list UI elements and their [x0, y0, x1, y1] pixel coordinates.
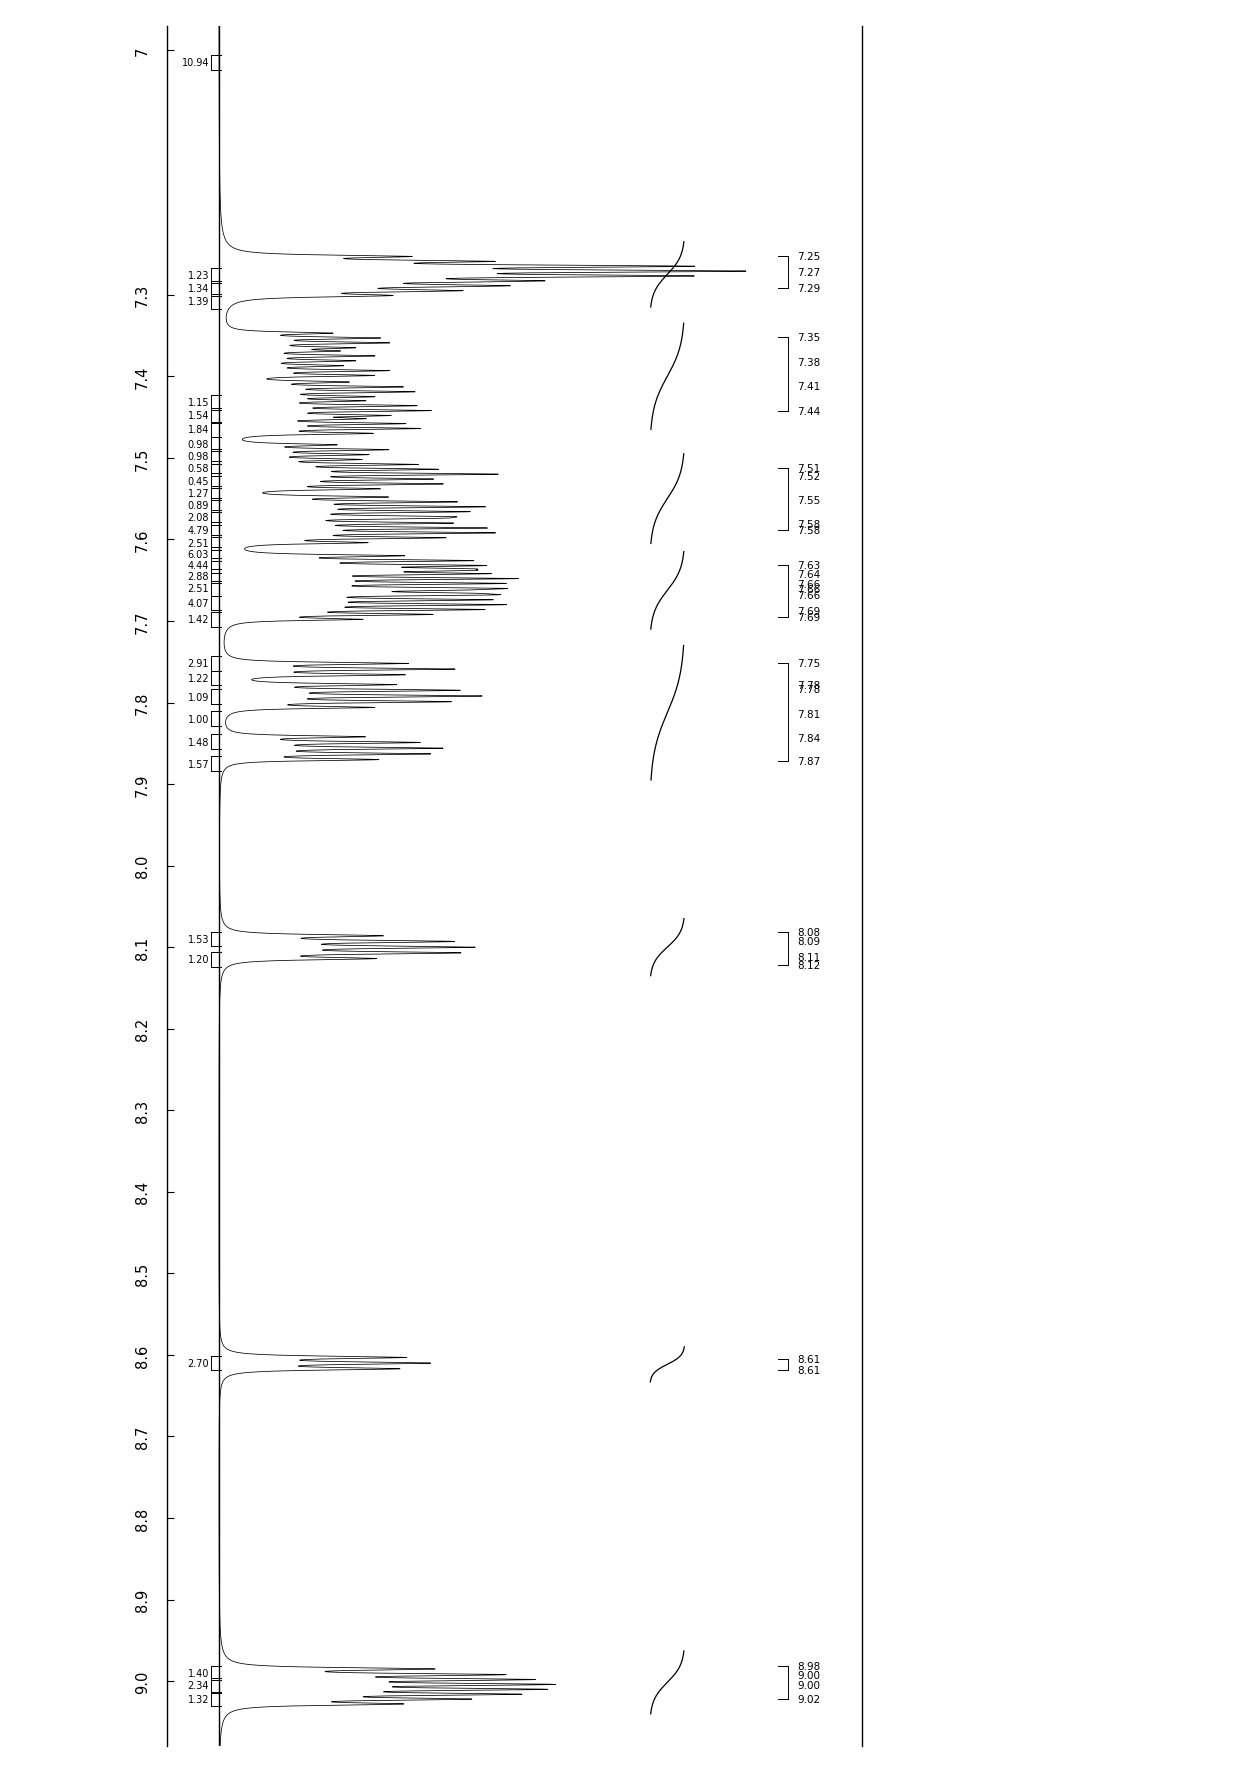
Text: 7.63: 7.63 [797, 562, 821, 571]
Text: 7.84: 7.84 [797, 734, 821, 743]
Text: 6.03: 6.03 [187, 550, 210, 560]
Text: 8.09: 8.09 [797, 936, 821, 947]
Text: 1.53: 1.53 [187, 934, 210, 945]
Text: 7.87: 7.87 [797, 757, 821, 766]
Text: 1.22: 1.22 [187, 674, 210, 684]
Text: 1.15: 1.15 [187, 399, 210, 408]
Text: 2.88: 2.88 [187, 571, 210, 582]
Text: 7.27: 7.27 [797, 268, 821, 278]
Text: 0.98: 0.98 [187, 440, 210, 450]
Text: 4.07: 4.07 [187, 599, 210, 608]
Text: 1.23: 1.23 [187, 271, 210, 280]
Text: 9.02: 9.02 [797, 1695, 821, 1704]
Text: 7.38: 7.38 [797, 358, 821, 367]
Text: 8.61: 8.61 [797, 1365, 821, 1374]
Text: 4.44: 4.44 [187, 562, 210, 571]
Text: 1.32: 1.32 [187, 1695, 210, 1704]
Text: 7.78: 7.78 [797, 684, 821, 695]
Text: 1.09: 1.09 [187, 693, 210, 702]
Text: 7.66: 7.66 [797, 590, 821, 601]
Text: 0.89: 0.89 [187, 500, 210, 511]
Text: 0.45: 0.45 [187, 477, 210, 486]
Text: 7.75: 7.75 [797, 660, 821, 668]
Text: 7.69: 7.69 [797, 612, 821, 622]
Text: 1.54: 1.54 [187, 411, 210, 422]
Text: 8.08: 8.08 [797, 927, 821, 938]
Text: 1.34: 1.34 [187, 284, 210, 294]
Text: 7.29: 7.29 [797, 284, 821, 294]
Text: 1.00: 1.00 [187, 715, 210, 725]
Text: 7.55: 7.55 [797, 496, 821, 505]
Text: 9.00: 9.00 [797, 1670, 821, 1681]
Text: 7.66: 7.66 [797, 580, 821, 590]
Text: 7.58: 7.58 [797, 519, 821, 530]
Text: 1.39: 1.39 [187, 298, 210, 307]
Text: 1.84: 1.84 [187, 426, 210, 434]
Text: 9.00: 9.00 [797, 1681, 821, 1690]
Text: 7.78: 7.78 [797, 681, 821, 690]
Text: 7.69: 7.69 [797, 606, 821, 617]
Text: 7.52: 7.52 [797, 472, 821, 482]
Text: 7.81: 7.81 [797, 709, 821, 720]
Text: 4.79: 4.79 [187, 525, 210, 535]
Text: 1.20: 1.20 [187, 956, 210, 965]
Text: 7.51: 7.51 [797, 463, 821, 473]
Text: 1.57: 1.57 [187, 759, 210, 769]
Text: 0.58: 0.58 [187, 465, 210, 473]
Text: 1.27: 1.27 [187, 489, 210, 498]
Text: 7.25: 7.25 [797, 252, 821, 261]
Text: 7.44: 7.44 [797, 406, 821, 417]
Text: 7.41: 7.41 [797, 381, 821, 392]
Text: 1.40: 1.40 [187, 1668, 210, 1677]
Text: 8.12: 8.12 [797, 961, 821, 970]
Text: 7.64: 7.64 [797, 569, 821, 580]
Text: 8.98: 8.98 [797, 1661, 821, 1670]
Text: 2.51: 2.51 [187, 583, 210, 594]
Text: 2.91: 2.91 [187, 660, 210, 668]
Text: 2.08: 2.08 [187, 512, 210, 523]
Text: 2.51: 2.51 [187, 539, 210, 548]
Text: 7.35: 7.35 [797, 333, 821, 342]
Text: 7.58: 7.58 [797, 525, 821, 535]
Text: 1.42: 1.42 [187, 615, 210, 624]
Text: 1.48: 1.48 [187, 738, 210, 746]
Text: 2.34: 2.34 [187, 1681, 210, 1690]
Text: 10.94: 10.94 [182, 59, 210, 69]
Text: 8.11: 8.11 [797, 952, 821, 963]
Text: 0.98: 0.98 [187, 452, 210, 463]
Text: 2.70: 2.70 [187, 1358, 210, 1369]
Text: 8.61: 8.61 [797, 1355, 821, 1363]
Text: 7.66: 7.66 [797, 585, 821, 594]
